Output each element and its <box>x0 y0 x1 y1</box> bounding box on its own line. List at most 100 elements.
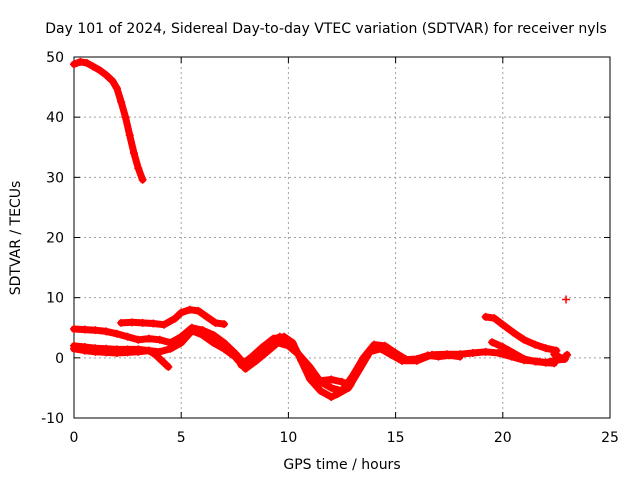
data-point <box>155 335 164 344</box>
data-point <box>258 343 267 352</box>
data-point <box>550 359 559 368</box>
data-point <box>488 338 497 347</box>
data-point <box>95 66 104 75</box>
data-point <box>494 349 503 358</box>
chart-title: Day 101 of 2024, Sidereal Day-to-day VTE… <box>45 21 607 37</box>
data-point <box>91 347 100 356</box>
x-tick-label: 5 <box>177 430 186 446</box>
data-point <box>455 352 464 361</box>
data-point <box>563 350 572 359</box>
data-point <box>520 355 529 364</box>
data-point <box>108 77 117 86</box>
data-point <box>198 330 207 339</box>
data-point <box>170 314 179 323</box>
data-point <box>230 352 239 361</box>
data-point <box>468 349 477 358</box>
data-point <box>70 344 78 353</box>
y-tick-label: 50 <box>46 50 64 66</box>
x-tick-label: 25 <box>601 430 619 446</box>
data-point <box>202 312 211 321</box>
data-point <box>211 318 220 327</box>
x-tick-label: 20 <box>494 430 512 446</box>
data-point <box>76 57 85 66</box>
series-track-c <box>70 341 173 371</box>
data-point <box>237 361 246 370</box>
data-point <box>327 392 336 401</box>
data-point <box>562 295 571 304</box>
data-point <box>160 320 169 329</box>
data-point <box>316 386 325 395</box>
data-point <box>220 344 229 353</box>
data-point <box>89 62 98 71</box>
data-point <box>112 329 121 338</box>
data-point <box>445 351 454 360</box>
data-point <box>498 343 507 352</box>
data-point <box>123 332 132 341</box>
data-point <box>82 59 91 68</box>
series-track-d <box>70 326 250 373</box>
series-track-g <box>275 332 301 356</box>
data-point <box>269 334 278 343</box>
data-point <box>91 326 100 335</box>
data-point <box>209 330 218 339</box>
data-point <box>177 308 186 317</box>
data-point <box>187 326 196 335</box>
y-tick-label: 40 <box>46 110 64 126</box>
data-point <box>292 347 301 356</box>
y-tick-label: 10 <box>46 291 64 307</box>
data-point <box>112 84 121 93</box>
data-point <box>316 376 325 385</box>
data-point <box>80 346 89 355</box>
data-point <box>402 355 411 364</box>
series-track-j <box>488 338 559 368</box>
series-band <box>70 58 147 184</box>
data-point <box>423 351 432 360</box>
data-point <box>391 349 400 358</box>
data-point <box>262 347 271 356</box>
series-track-h <box>316 375 355 389</box>
data-point <box>102 327 111 336</box>
data-point <box>134 335 143 344</box>
data-point <box>305 362 314 371</box>
series-band <box>317 376 355 389</box>
axis-ticks: 0 5 10 15 20 25 -10 0 10 20 30 40 50 <box>41 50 619 446</box>
data-point <box>117 318 126 327</box>
data-point <box>305 374 314 383</box>
data-point <box>252 356 261 365</box>
data-point <box>530 357 539 366</box>
data-point <box>241 364 250 373</box>
data-point <box>70 60 78 69</box>
data-point <box>346 380 355 389</box>
x-tick-label: 15 <box>387 430 405 446</box>
data-point <box>127 318 136 327</box>
data-point <box>413 355 422 364</box>
data-point <box>284 336 293 345</box>
data-point <box>550 350 559 359</box>
data-point <box>102 71 111 80</box>
y-tick-label: 0 <box>55 351 64 367</box>
series-high-arc <box>70 57 147 184</box>
data-point <box>157 356 166 365</box>
data-point <box>370 340 379 349</box>
x-tick-label: 10 <box>279 430 297 446</box>
data-point <box>327 383 336 392</box>
data-point <box>490 314 499 323</box>
data-point <box>121 113 130 122</box>
data-point <box>164 362 173 371</box>
y-tick-label: 20 <box>46 231 64 247</box>
data-point <box>80 325 89 334</box>
x-axis-label: GPS time / hours <box>283 457 400 473</box>
data-point <box>102 348 111 357</box>
data-point <box>541 358 550 367</box>
data-point <box>209 338 218 347</box>
data-point <box>155 347 164 356</box>
data-point <box>520 335 529 344</box>
data-point <box>247 352 256 361</box>
y-tick-label: -10 <box>41 411 64 427</box>
data-point <box>275 332 284 341</box>
series-track-k <box>550 350 572 364</box>
data-point <box>509 328 518 337</box>
data-point <box>166 344 175 353</box>
series-track-i <box>481 312 561 355</box>
data-point <box>554 352 563 361</box>
